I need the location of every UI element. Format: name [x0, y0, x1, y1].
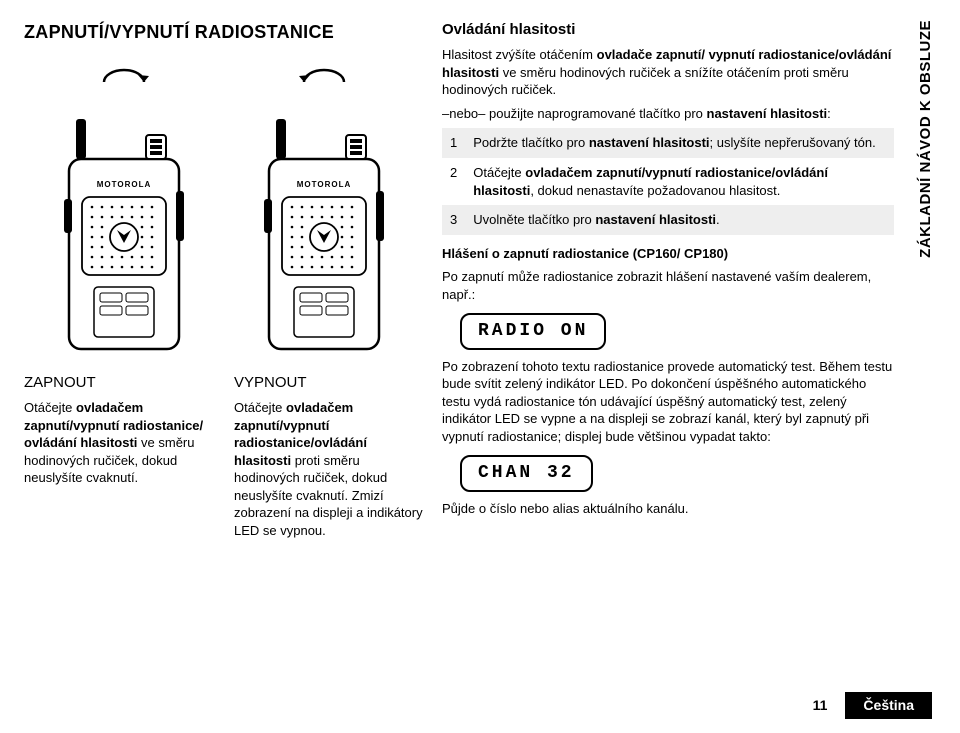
table-row: 2 Otáčejte ovladačem zapnutí/vypnutí rad…	[442, 158, 894, 205]
side-tab: ZÁKLADNÍ NÁVOD K OBSLUZE	[904, 20, 936, 717]
text: :	[827, 106, 831, 121]
page: ZAPNUTÍ/VYPNUTÍ RADIOSTANICE MOTO	[0, 0, 960, 733]
text-bold: nastavení hlasitosti	[707, 106, 828, 121]
text: ve směru hodinových ručiček a snížíte ot…	[442, 65, 849, 98]
main-title: ZAPNUTÍ/VYPNUTÍ RADIOSTANICE	[24, 20, 424, 44]
text: Hlasitost zvýšíte otáčením	[442, 47, 597, 62]
on-description: ZAPNOUT Otáčejte ovladačem zapnutí/vypnu…	[24, 373, 214, 540]
step-text: Otáčejte ovladačem zapnutí/vypnutí radio…	[465, 158, 894, 205]
off-paragraph: Otáčejte ovladačem zapnutí/vypnutí radio…	[234, 399, 424, 539]
report-paragraph-1: Po zapnutí může radiostanice zobrazit hl…	[442, 268, 894, 303]
report-title: Hlášení o zapnutí radiostanice (CP160/ C…	[442, 245, 894, 263]
svg-text:MOTOROLA: MOTOROLA	[97, 180, 152, 189]
rotate-clockwise-icon	[94, 62, 154, 90]
text-bold: nastavení hlasitosti	[595, 212, 716, 227]
text: , dokud nenastavíte požadovanou hlasitos…	[530, 183, 780, 198]
text: ; uslyšíte nepřerušovaný tón.	[710, 135, 876, 150]
radio-illustration-row: MOTOROLA	[24, 62, 424, 359]
radio-device-icon: MOTOROLA	[54, 99, 194, 359]
on-paragraph: Otáčejte ovladačem zapnutí/vypnutí radio…	[24, 399, 214, 487]
lcd-display-1: RADIO ON	[460, 313, 606, 349]
step-text: Uvolněte tlačítko pro nastavení hlasitos…	[465, 205, 894, 235]
volume-title: Ovládání hlasitosti	[442, 20, 894, 40]
side-tab-label: ZÁKLADNÍ NÁVOD K OBSLUZE	[916, 20, 936, 262]
radio-device-icon: MOTOROLA	[254, 99, 394, 359]
step-number: 2	[442, 158, 465, 205]
text: Uvolněte tlačítko pro	[473, 212, 595, 227]
text: –nebo– použijte naprogramované tlačítko …	[442, 106, 707, 121]
off-heading: VYPNOUT	[234, 373, 424, 393]
page-number: 11	[813, 696, 828, 715]
right-column: Ovládání hlasitosti Hlasitost zvýšíte ot…	[442, 20, 936, 717]
step-text: Podržte tlačítko pro nastavení hlasitost…	[465, 128, 894, 158]
off-description: VYPNOUT Otáčejte ovladačem zapnutí/vypnu…	[234, 373, 424, 540]
volume-paragraph-2: –nebo– použijte naprogramované tlačítko …	[442, 105, 894, 123]
step-number: 1	[442, 128, 465, 158]
language-badge: Čeština	[845, 692, 932, 719]
text: Otáčejte	[24, 400, 76, 415]
steps-table: 1 Podržte tlačítko pro nastavení hlasito…	[442, 128, 894, 234]
table-row: 3 Uvolněte tlačítko pro nastavení hlasit…	[442, 205, 894, 235]
rotate-counterclockwise-icon	[294, 62, 354, 90]
on-heading: ZAPNOUT	[24, 373, 214, 393]
on-off-descriptions: ZAPNOUT Otáčejte ovladačem zapnutí/vypnu…	[24, 373, 424, 540]
text: Otáčejte	[473, 165, 525, 180]
report-paragraph-3: Půjde o číslo nebo alias aktuálního kaná…	[442, 500, 894, 518]
text: .	[716, 212, 720, 227]
left-column: ZAPNUTÍ/VYPNUTÍ RADIOSTANICE MOTO	[24, 20, 424, 717]
table-row: 1 Podržte tlačítko pro nastavení hlasito…	[442, 128, 894, 158]
svg-text:MOTOROLA: MOTOROLA	[297, 180, 352, 189]
radio-off-illustration: MOTOROLA	[254, 62, 394, 359]
step-number: 3	[442, 205, 465, 235]
report-paragraph-2: Po zobrazení tohoto textu radiostanice p…	[442, 358, 894, 446]
right-text-block: Ovládání hlasitosti Hlasitost zvýšíte ot…	[442, 20, 904, 717]
lcd-display-2: CHAN 32	[460, 455, 593, 491]
text: Otáčejte	[234, 400, 286, 415]
page-footer: 11 Čeština	[813, 692, 932, 719]
text: Podržte tlačítko pro	[473, 135, 589, 150]
radio-on-illustration: MOTOROLA	[54, 62, 194, 359]
text-bold: nastavení hlasitosti	[589, 135, 710, 150]
volume-paragraph-1: Hlasitost zvýšíte otáčením ovladače zapn…	[442, 46, 894, 99]
